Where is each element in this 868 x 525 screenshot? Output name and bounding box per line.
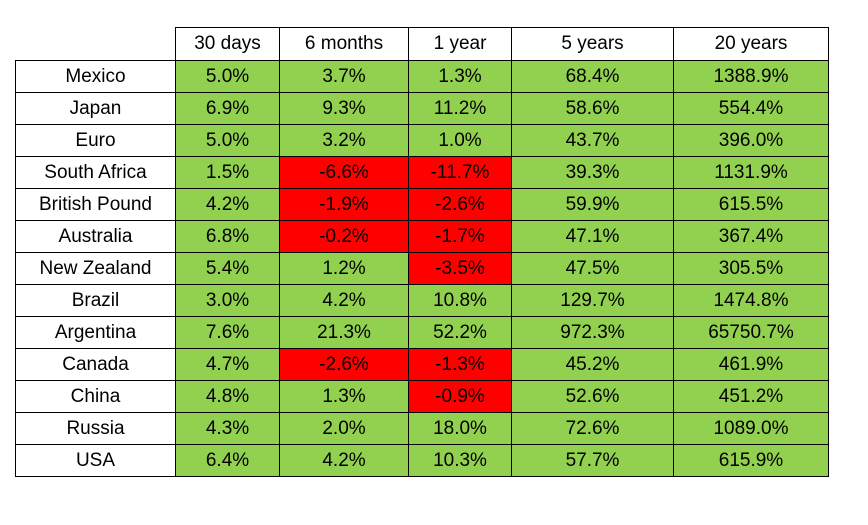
value-cell: 6.9% [175, 92, 280, 125]
value-cell: 396.0% [673, 124, 829, 157]
value-cell: 9.3% [279, 92, 409, 125]
value-cell: 451.2% [673, 380, 829, 413]
value-cell: 47.5% [511, 252, 674, 285]
row-label: Russia [15, 412, 176, 445]
column-header: 1 year [408, 27, 512, 61]
value-cell: 5.4% [175, 252, 280, 285]
value-cell: 6.8% [175, 220, 280, 253]
row-label: Australia [15, 220, 176, 253]
value-cell: 4.2% [279, 284, 409, 317]
value-cell: 7.6% [175, 316, 280, 349]
value-cell: 1089.0% [673, 412, 829, 445]
row-label: China [15, 380, 176, 413]
value-cell: 2.0% [279, 412, 409, 445]
row-label: USA [15, 444, 176, 477]
value-cell: 5.0% [175, 60, 280, 93]
value-cell: 554.4% [673, 92, 829, 125]
value-cell: 21.3% [279, 316, 409, 349]
value-cell: 615.5% [673, 188, 829, 221]
row-label: British Pound [15, 188, 176, 221]
value-cell: 1.0% [408, 124, 512, 157]
value-cell: 615.9% [673, 444, 829, 477]
value-cell: 5.0% [175, 124, 280, 157]
value-cell: 57.7% [511, 444, 674, 477]
value-cell: 45.2% [511, 348, 674, 381]
value-cell: 129.7% [511, 284, 674, 317]
value-cell: 4.8% [175, 380, 280, 413]
value-cell: 59.9% [511, 188, 674, 221]
row-label: South Africa [15, 156, 176, 189]
value-cell: 6.4% [175, 444, 280, 477]
value-cell: -1.3% [408, 348, 512, 381]
value-cell: 1.5% [175, 156, 280, 189]
value-cell: 1.3% [279, 380, 409, 413]
column-header: 20 years [673, 27, 829, 61]
value-cell: 68.4% [511, 60, 674, 93]
value-cell: 4.2% [279, 444, 409, 477]
value-cell: 3.7% [279, 60, 409, 93]
value-cell: 52.2% [408, 316, 512, 349]
value-cell: 461.9% [673, 348, 829, 381]
value-cell: 3.2% [279, 124, 409, 157]
value-cell: 1388.9% [673, 60, 829, 93]
value-cell: -2.6% [279, 348, 409, 381]
value-cell: -1.9% [279, 188, 409, 221]
value-cell: 47.1% [511, 220, 674, 253]
value-cell: 4.7% [175, 348, 280, 381]
value-cell: 65750.7% [673, 316, 829, 349]
value-cell: 4.3% [175, 412, 280, 445]
value-cell: 4.2% [175, 188, 280, 221]
value-cell: 972.3% [511, 316, 674, 349]
value-cell: -11.7% [408, 156, 512, 189]
row-label: Brazil [15, 284, 176, 317]
row-label: Canada [15, 348, 176, 381]
value-cell: 1.2% [279, 252, 409, 285]
value-cell: -6.6% [279, 156, 409, 189]
value-cell: 52.6% [511, 380, 674, 413]
value-cell: 10.3% [408, 444, 512, 477]
value-cell: 43.7% [511, 124, 674, 157]
value-cell: -1.7% [408, 220, 512, 253]
value-cell: 18.0% [408, 412, 512, 445]
value-cell: 3.0% [175, 284, 280, 317]
column-header: 5 years [511, 27, 674, 61]
column-header: 30 days [175, 27, 280, 61]
row-label: New Zealand [15, 252, 176, 285]
row-label: Mexico [15, 60, 176, 93]
value-cell: 10.8% [408, 284, 512, 317]
value-cell: -0.2% [279, 220, 409, 253]
row-label: Japan [15, 92, 176, 125]
value-cell: -3.5% [408, 252, 512, 285]
column-header: 6 months [279, 27, 409, 61]
row-label: Euro [15, 124, 176, 157]
value-cell: 11.2% [408, 92, 512, 125]
value-cell: 58.6% [511, 92, 674, 125]
value-cell: 1.3% [408, 60, 512, 93]
value-cell: 1474.8% [673, 284, 829, 317]
value-cell: -2.6% [408, 188, 512, 221]
value-cell: 39.3% [511, 156, 674, 189]
row-label: Argentina [15, 316, 176, 349]
value-cell: -0.9% [408, 380, 512, 413]
value-cell: 72.6% [511, 412, 674, 445]
value-cell: 305.5% [673, 252, 829, 285]
value-cell: 1131.9% [673, 156, 829, 189]
value-cell: 367.4% [673, 220, 829, 253]
